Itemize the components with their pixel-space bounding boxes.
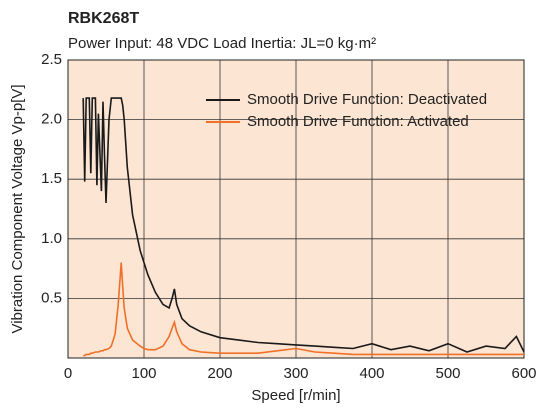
legend-label: Smooth Drive Function: Activated [247, 113, 469, 130]
x-tick-label: 200 [207, 365, 232, 382]
y-tick-label: 1.0 [41, 230, 62, 247]
series-line [83, 262, 524, 357]
x-tick-label: 300 [283, 365, 308, 382]
chart-subtitle: Power Input: 48 VDC Load Inertia: JL=0 k… [68, 35, 376, 52]
series-line [82, 97, 525, 353]
x-tick-label: 500 [435, 365, 460, 382]
y-tick-label: 1.5 [41, 170, 62, 187]
x-tick-label: 400 [359, 365, 384, 382]
x-tick-label: 100 [131, 365, 156, 382]
x-tick-label: 600 [511, 365, 536, 382]
x-axis-label: Speed [r/min] [251, 387, 340, 404]
plot-frame [67, 59, 525, 359]
y-tick-label: 0.5 [41, 289, 62, 306]
y-tick-label: 2.5 [41, 51, 62, 68]
legend-label: Smooth Drive Function: Deactivated [247, 91, 487, 108]
y-axis-label: Vibration Component Voltage Vp-p[V] [9, 84, 26, 333]
y-tick-label: 2.0 [41, 111, 62, 128]
x-tick-label: 0 [64, 365, 72, 382]
chart-title: RBK268T [68, 10, 139, 27]
